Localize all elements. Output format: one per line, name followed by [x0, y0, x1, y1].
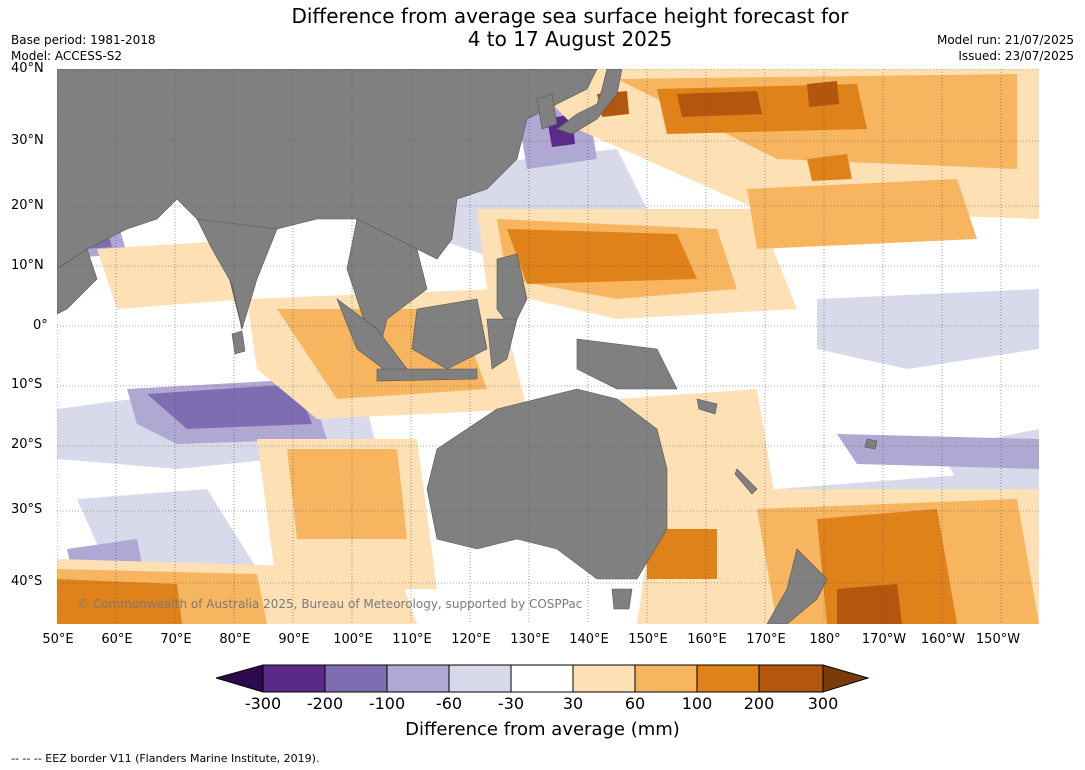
colorbar-swatch-max: [822, 664, 870, 693]
lon-label-170w: 170°W: [861, 632, 907, 647]
colorbar-swatch-min: [216, 664, 264, 693]
anomaly-neg-strong: [147, 384, 312, 429]
land-tasmania: [611, 588, 633, 610]
lon-label-80e: 80°E: [219, 632, 251, 647]
lon-label-150e: 150°E: [628, 632, 668, 647]
lon-label-140e: 140°E: [569, 632, 609, 647]
land-japan: [556, 69, 623, 135]
copyright-notice: © Commonwealth of Australia 2025, Bureau…: [77, 597, 583, 611]
map-svg: [57, 69, 1039, 624]
base-period: Base period: 1981-2018: [11, 33, 156, 47]
colorbar-tick: -60: [435, 694, 463, 713]
colorbar-tick: -100: [368, 694, 406, 713]
colorbar-tick: -200: [306, 694, 344, 713]
colorbar-title: Difference from average (mm): [405, 719, 680, 740]
land-philippines: [496, 253, 528, 330]
land-solomons: [696, 398, 718, 415]
land-newzealand: [766, 548, 828, 624]
lat-label-20n: 20°N: [11, 198, 44, 213]
colorbar: [216, 664, 870, 693]
lat-label-10n: 10°N: [11, 258, 44, 273]
anomaly-pos-strongest: [837, 584, 902, 624]
map-title: Difference from average sea surface heig…: [0, 5, 1085, 51]
lat-label-10s: 10°S: [11, 377, 43, 392]
colorbar-swatch-9: [758, 664, 824, 693]
anomaly-pos-mid: [287, 449, 407, 539]
land-australia: [426, 388, 668, 580]
lon-label-50e: 50°E: [42, 632, 74, 647]
anomaly-pos-strong: [507, 229, 697, 284]
anomaly-pos-strongest: [807, 81, 839, 107]
anomaly-pos-strong: [57, 579, 182, 624]
land-borneo: [411, 298, 488, 370]
land-srilanka: [231, 330, 246, 355]
colorbar-tick: -30: [497, 694, 525, 713]
colorbar-tick: -300: [244, 694, 282, 713]
anomaly-neg-light: [817, 289, 1039, 369]
title-line-2: 4 to 17 August 2025: [467, 27, 673, 51]
lat-label-40s: 40°S: [11, 574, 43, 589]
land: [57, 69, 878, 624]
lon-label-100e: 100°E: [333, 632, 373, 647]
colorbar-swatch-7: [634, 664, 698, 693]
anomaly-pos-mid: [747, 179, 977, 249]
lat-label-20s: 20°S: [11, 437, 43, 452]
colorbar-tick: 300: [807, 694, 839, 713]
lon-label-130e: 130°E: [510, 632, 550, 647]
land-india: [196, 218, 278, 331]
colorbar-swatch-4: [448, 664, 512, 693]
title-line-1: Difference from average sea surface heig…: [291, 4, 849, 28]
land-java: [376, 368, 478, 382]
lon-label-180: 180°: [809, 632, 841, 647]
lat-label-0: 0°: [33, 318, 48, 333]
lon-label-160w: 160°W: [920, 632, 966, 647]
land-newguinea: [576, 338, 678, 390]
graticule: [57, 69, 1039, 624]
colorbar-tick: 30: [562, 694, 584, 713]
lon-label-90e: 90°E: [278, 632, 310, 647]
lon-label-110e: 110°E: [392, 632, 432, 647]
colorbar-tick: 60: [624, 694, 646, 713]
anomaly-pos-strongest: [677, 91, 762, 117]
lon-label-70e: 70°E: [160, 632, 192, 647]
meta-left: Base period: 1981-2018 Model: ACCESS-S2: [11, 32, 156, 64]
colorbar-swatch-3: [386, 664, 450, 693]
map-panel: [57, 69, 1039, 624]
colorbar-tick: 200: [743, 694, 775, 713]
lon-label-150w: 150°W: [975, 632, 1021, 647]
lon-label-160e: 160°E: [687, 632, 727, 647]
colorbar-swatch-1: [262, 664, 326, 693]
lon-label-120e: 120°E: [451, 632, 491, 647]
issued-date: Issued: 23/07/2025: [958, 49, 1074, 63]
lat-label-30s: 30°S: [11, 502, 43, 517]
lat-label-30n: 30°N: [11, 133, 44, 148]
lon-label-60e: 60°E: [101, 632, 133, 647]
lat-label-40n: 40°N: [11, 61, 44, 76]
anomaly-pos-strong: [807, 154, 852, 181]
land-sulawesi: [486, 318, 518, 370]
land-fiji: [864, 438, 878, 450]
land-arabia: [57, 248, 98, 315]
anomaly-pos-strong: [647, 529, 717, 579]
land-korea: [536, 93, 558, 130]
colorbar-swatch-6: [572, 664, 636, 693]
lon-label-170e: 170°E: [746, 632, 786, 647]
anomaly-neg-mid: [837, 434, 1039, 469]
colorbar-swatch-5: [510, 664, 574, 693]
colorbar-swatch-8: [696, 664, 760, 693]
model-name: Model: ACCESS-S2: [11, 49, 123, 63]
meta-right: Model run: 21/07/2025 Issued: 23/07/2025: [937, 32, 1074, 64]
eez-footnote: -- -- -- EEZ border V11 (Flanders Marine…: [11, 752, 320, 765]
land-newcaledonia: [734, 468, 758, 495]
colorbar-swatch-2: [324, 664, 388, 693]
colorbar-tick: 100: [681, 694, 713, 713]
model-run: Model run: 21/07/2025: [936, 33, 1074, 47]
